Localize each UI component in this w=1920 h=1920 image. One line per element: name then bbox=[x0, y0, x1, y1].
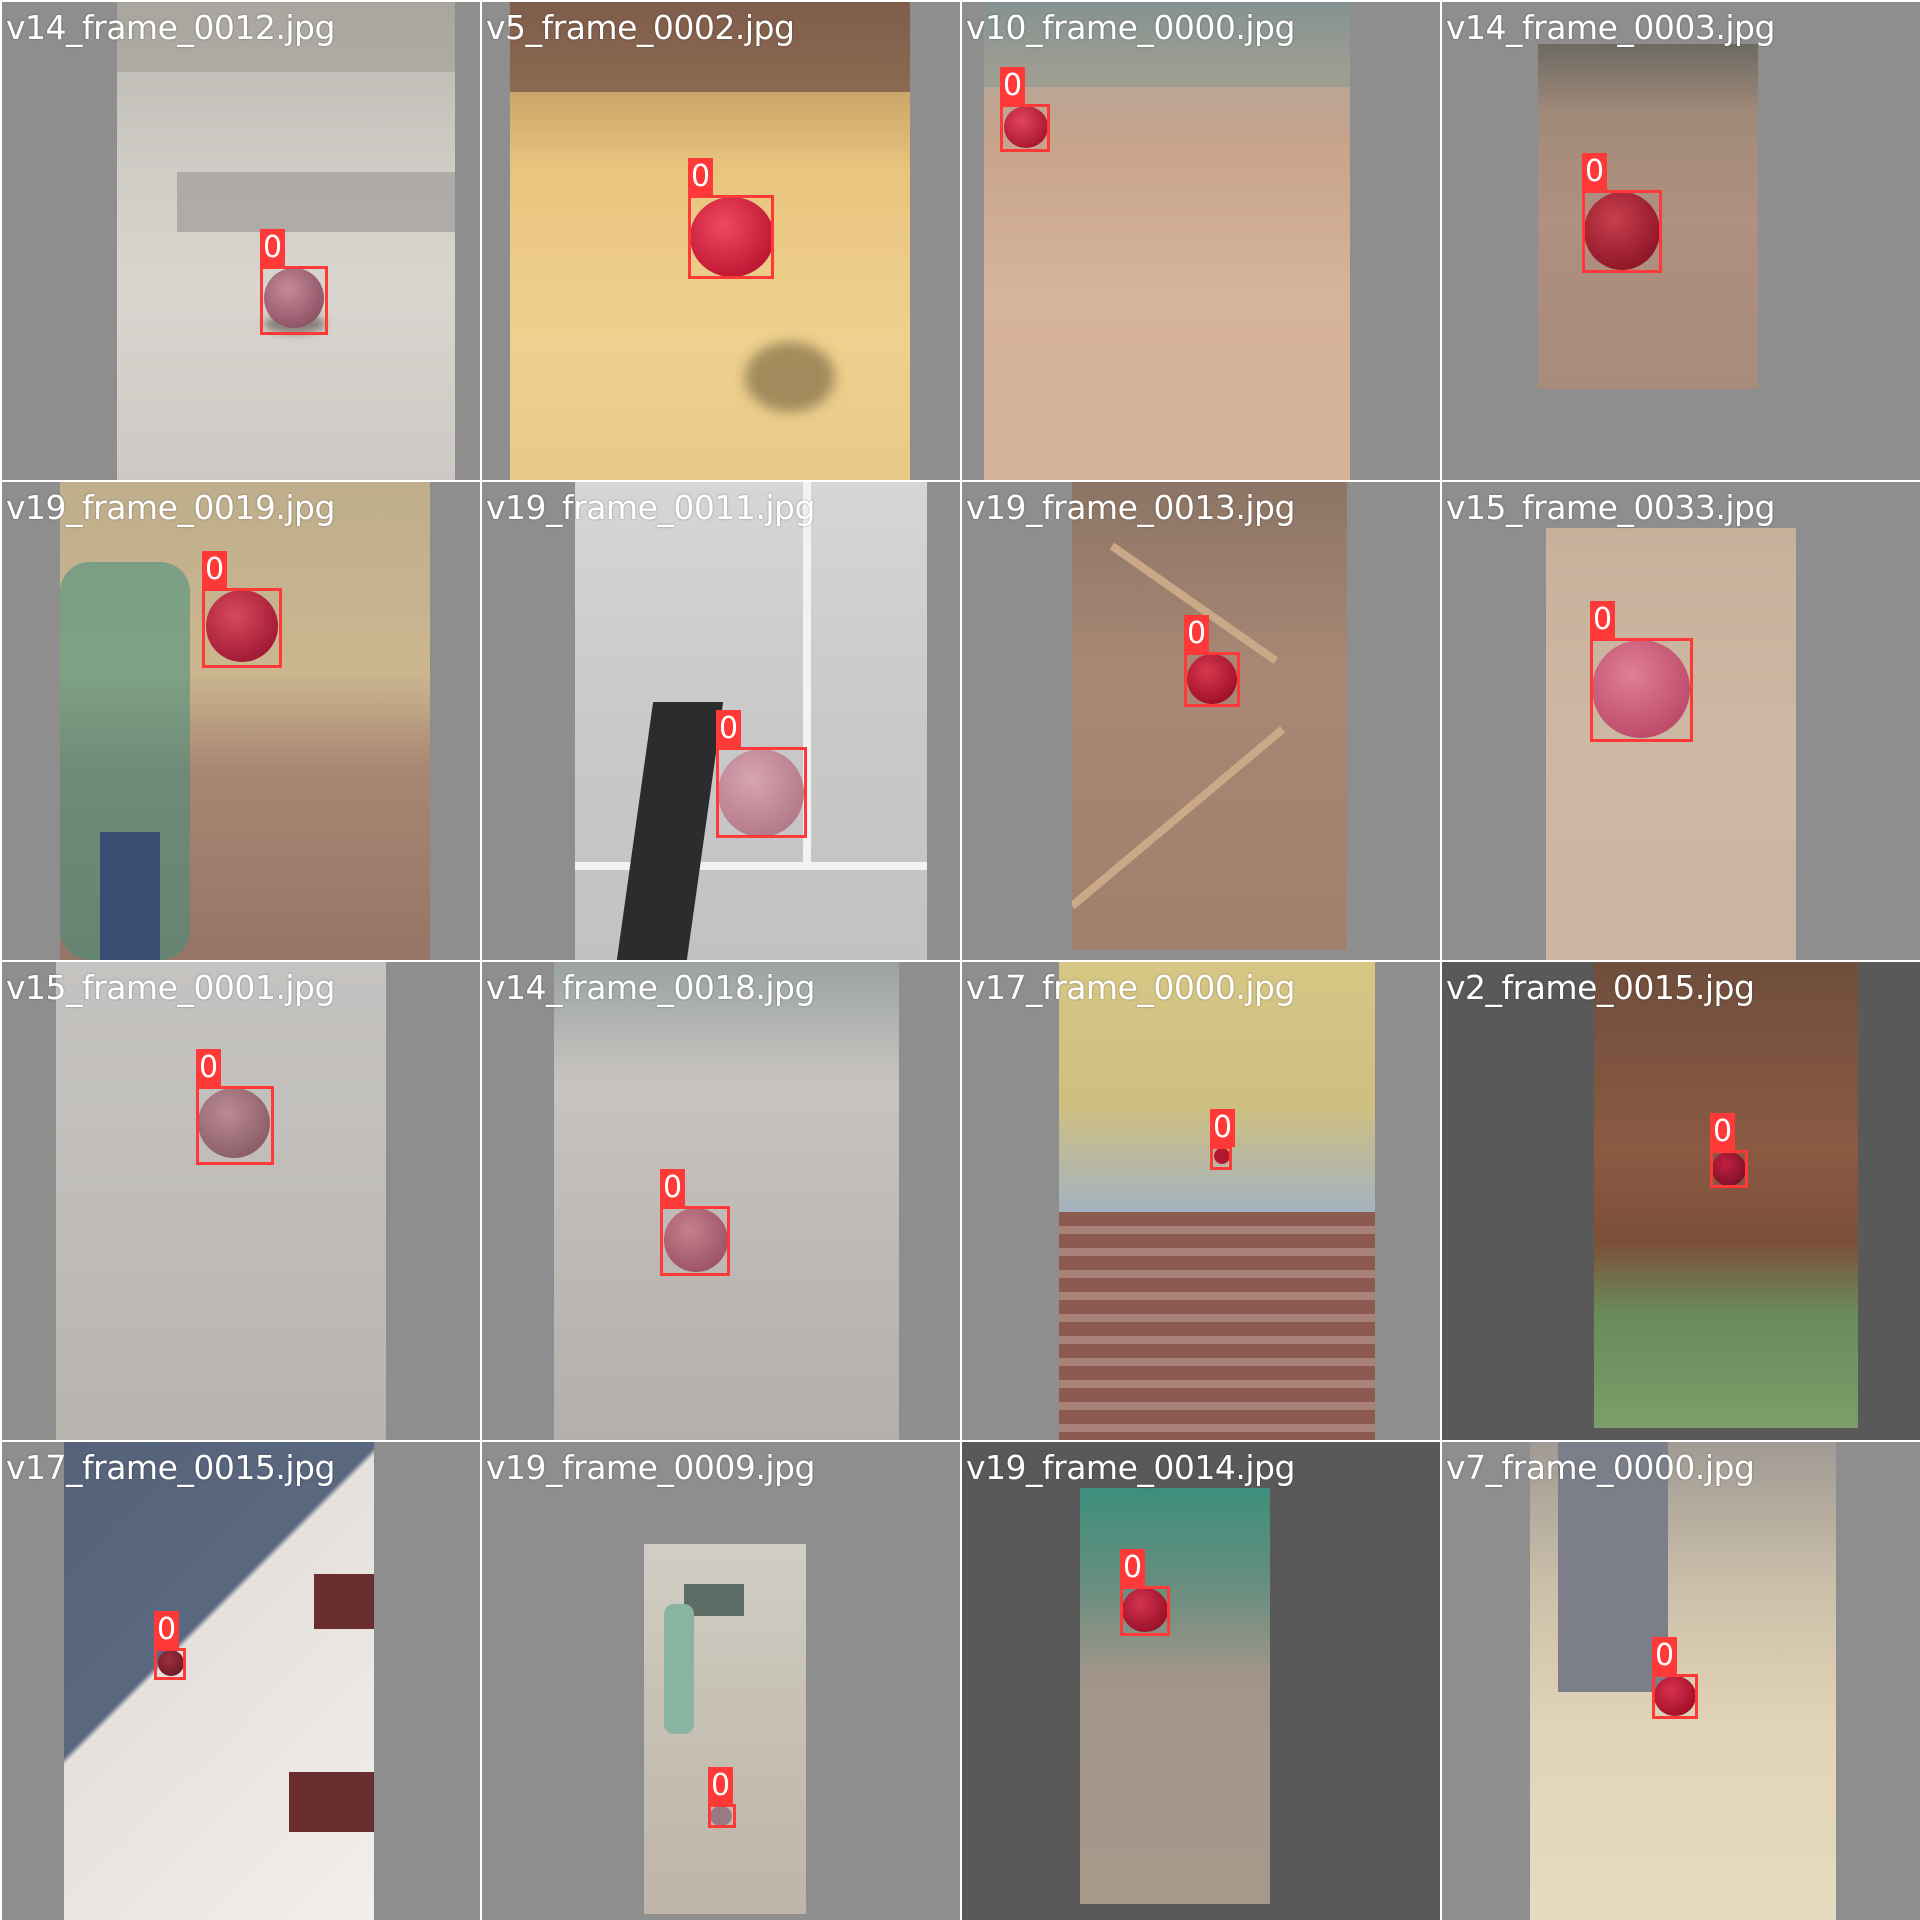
filename-label: v15_frame_0001.jpg bbox=[6, 968, 335, 1007]
filename-label: v19_frame_0014.jpg bbox=[966, 1448, 1295, 1487]
frame-photo bbox=[1530, 1442, 1836, 1920]
frame-photo bbox=[575, 482, 927, 960]
bounding-box: 0 bbox=[1184, 615, 1240, 707]
class-label: 0 bbox=[1184, 615, 1210, 653]
tile: 0 v5_frame_0002.jpg bbox=[482, 2, 960, 480]
bounding-box: 0 bbox=[716, 710, 807, 838]
ball bbox=[664, 1208, 728, 1272]
filename-label: v19_frame_0011.jpg bbox=[486, 488, 815, 527]
class-label: 0 bbox=[1210, 1109, 1236, 1147]
frame-photo bbox=[64, 1442, 374, 1920]
filename-label: v19_frame_0009.jpg bbox=[486, 1448, 815, 1487]
tile: 0 v14_frame_0003.jpg bbox=[1442, 2, 1920, 480]
bounding-box: 0 bbox=[1210, 1109, 1236, 1170]
class-label: 0 bbox=[716, 710, 742, 748]
class-label: 0 bbox=[1582, 153, 1608, 191]
frame-photo bbox=[984, 2, 1350, 480]
bounding-box: 0 bbox=[688, 158, 774, 279]
ball bbox=[1214, 1148, 1230, 1164]
class-label: 0 bbox=[1710, 1113, 1736, 1151]
filename-label: v19_frame_0019.jpg bbox=[6, 488, 335, 527]
ball bbox=[1654, 1676, 1696, 1716]
filename-label: v10_frame_0000.jpg bbox=[966, 8, 1295, 47]
ball bbox=[1712, 1152, 1746, 1186]
class-label: 0 bbox=[202, 551, 228, 589]
ball bbox=[1122, 1588, 1168, 1632]
frame-photo bbox=[1080, 1488, 1270, 1904]
class-label: 0 bbox=[660, 1169, 686, 1207]
filename-label: v17_frame_0015.jpg bbox=[6, 1448, 335, 1487]
tile: 0 v10_frame_0000.jpg bbox=[962, 2, 1440, 480]
tile: 0 v15_frame_0001.jpg bbox=[2, 962, 480, 1440]
bounding-box: 0 bbox=[202, 551, 282, 668]
frame-photo bbox=[1072, 482, 1347, 950]
tile: 0 v19_frame_0013.jpg bbox=[962, 482, 1440, 960]
class-label: 0 bbox=[1000, 67, 1026, 105]
ball bbox=[1592, 640, 1690, 738]
frame-photo bbox=[644, 1544, 806, 1914]
filename-label: v19_frame_0013.jpg bbox=[966, 488, 1295, 527]
bounding-box: 0 bbox=[660, 1169, 730, 1276]
filename-label: v14_frame_0018.jpg bbox=[486, 968, 815, 1007]
bounding-box: 0 bbox=[1590, 601, 1693, 742]
class-label: 0 bbox=[1120, 1549, 1146, 1587]
frame-photo bbox=[1594, 962, 1858, 1428]
class-label: 0 bbox=[1652, 1637, 1678, 1675]
frame-photo bbox=[554, 962, 899, 1440]
filename-label: v7_frame_0000.jpg bbox=[1446, 1448, 1755, 1487]
bounding-box: 0 bbox=[1120, 1549, 1170, 1636]
tile: 0 v17_frame_0015.jpg bbox=[2, 1442, 480, 1920]
bounding-box: 0 bbox=[260, 229, 328, 335]
tile: 0 v14_frame_0018.jpg bbox=[482, 962, 960, 1440]
tile: 0 v2_frame_0015.jpg bbox=[1442, 962, 1920, 1440]
frame-photo bbox=[1546, 528, 1796, 960]
frame-photo bbox=[117, 2, 455, 480]
class-label: 0 bbox=[196, 1049, 222, 1087]
bounding-box: 0 bbox=[196, 1049, 274, 1165]
bounding-box: 0 bbox=[1652, 1637, 1698, 1719]
bounding-box: 0 bbox=[1710, 1113, 1748, 1188]
tile: 0 v19_frame_0009.jpg bbox=[482, 1442, 960, 1920]
class-label: 0 bbox=[1590, 601, 1616, 639]
class-label: 0 bbox=[260, 229, 286, 267]
class-label: 0 bbox=[708, 1767, 734, 1805]
tile: 0 v19_frame_0014.jpg bbox=[962, 1442, 1440, 1920]
frame-photo bbox=[60, 482, 430, 960]
ball bbox=[206, 590, 278, 662]
tile: 0 v17_frame_0000.jpg bbox=[962, 962, 1440, 1440]
ball bbox=[198, 1088, 270, 1158]
tile: 0 v7_frame_0000.jpg bbox=[1442, 1442, 1920, 1920]
filename-label: v17_frame_0000.jpg bbox=[966, 968, 1295, 1007]
filename-label: v14_frame_0012.jpg bbox=[6, 8, 335, 47]
filename-label: v14_frame_0003.jpg bbox=[1446, 8, 1775, 47]
filename-label: v2_frame_0015.jpg bbox=[1446, 968, 1755, 1007]
class-label: 0 bbox=[154, 1611, 180, 1649]
filename-label: v15_frame_0033.jpg bbox=[1446, 488, 1775, 527]
ball bbox=[1187, 654, 1237, 704]
bounding-box: 0 bbox=[708, 1767, 736, 1828]
ball bbox=[158, 1650, 184, 1676]
ball bbox=[690, 197, 774, 277]
ball bbox=[264, 268, 324, 328]
bounding-box: 0 bbox=[1582, 153, 1662, 273]
tile: 0 v19_frame_0011.jpg bbox=[482, 482, 960, 960]
ball bbox=[1584, 192, 1660, 270]
bounding-box: 0 bbox=[154, 1611, 186, 1680]
ball bbox=[1004, 106, 1048, 148]
tile: 0 v19_frame_0019.jpg bbox=[2, 482, 480, 960]
filename-label: v5_frame_0002.jpg bbox=[486, 8, 795, 47]
ball bbox=[710, 1806, 732, 1826]
tile: 0 v15_frame_0033.jpg bbox=[1442, 482, 1920, 960]
frame-photo bbox=[56, 962, 386, 1440]
tile: 0 v14_frame_0012.jpg bbox=[2, 2, 480, 480]
frame-photo bbox=[1059, 962, 1375, 1440]
ball bbox=[718, 749, 804, 837]
bounding-box: 0 bbox=[1000, 67, 1050, 152]
class-label: 0 bbox=[688, 158, 714, 196]
